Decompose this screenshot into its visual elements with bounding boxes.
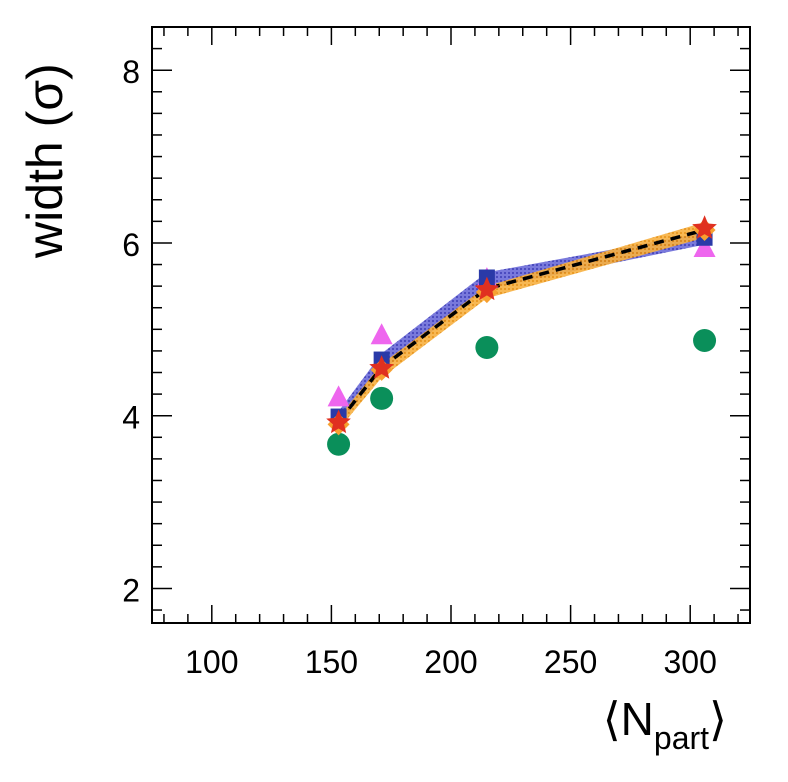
blue-band	[338, 232, 705, 427]
x-tick-labels: 100 150 200 250 300	[185, 644, 717, 680]
red-star-marker	[474, 276, 500, 301]
orange-band	[338, 222, 705, 430]
red-star-marker	[326, 409, 351, 434]
axis-ticks	[152, 26, 750, 623]
x-tick-label: 250	[544, 644, 597, 680]
y-tick-label: 4	[122, 400, 140, 436]
x-axis-title: ⟨Npart⟩	[603, 693, 727, 756]
x-tick-label: 100	[185, 644, 238, 680]
x-axis-title-main: ⟨N	[603, 693, 654, 745]
series-markers	[326, 215, 717, 456]
y-tick-label: 8	[122, 54, 140, 90]
uncertainty-bands	[338, 222, 705, 430]
x-tick-label: 300	[664, 644, 717, 680]
dashed-line	[337, 228, 706, 423]
green-circle-marker	[475, 335, 499, 359]
magenta-triangle-marker	[327, 385, 350, 407]
red-star-marker	[369, 355, 394, 379]
y-tick-label: 2	[122, 572, 140, 608]
green-circle-marker	[370, 386, 394, 410]
x-axis-title-close: ⟩	[709, 693, 727, 745]
magenta-triangle-marker	[693, 235, 716, 257]
magenta-triangle-marker	[370, 323, 393, 345]
green-circle-marker	[327, 432, 351, 456]
red-star-marker	[692, 215, 717, 239]
y-tick-label: 6	[122, 227, 140, 263]
x-tick-label: 200	[424, 644, 477, 680]
green-circle-marker	[693, 329, 717, 353]
series-lines	[337, 228, 706, 423]
x-tick-label: 150	[305, 644, 358, 680]
y-axis-title: width (σ)	[17, 63, 73, 259]
y-tick-labels: 2 4 6 8	[122, 54, 140, 608]
x-axis-title-sub: part	[654, 720, 709, 756]
